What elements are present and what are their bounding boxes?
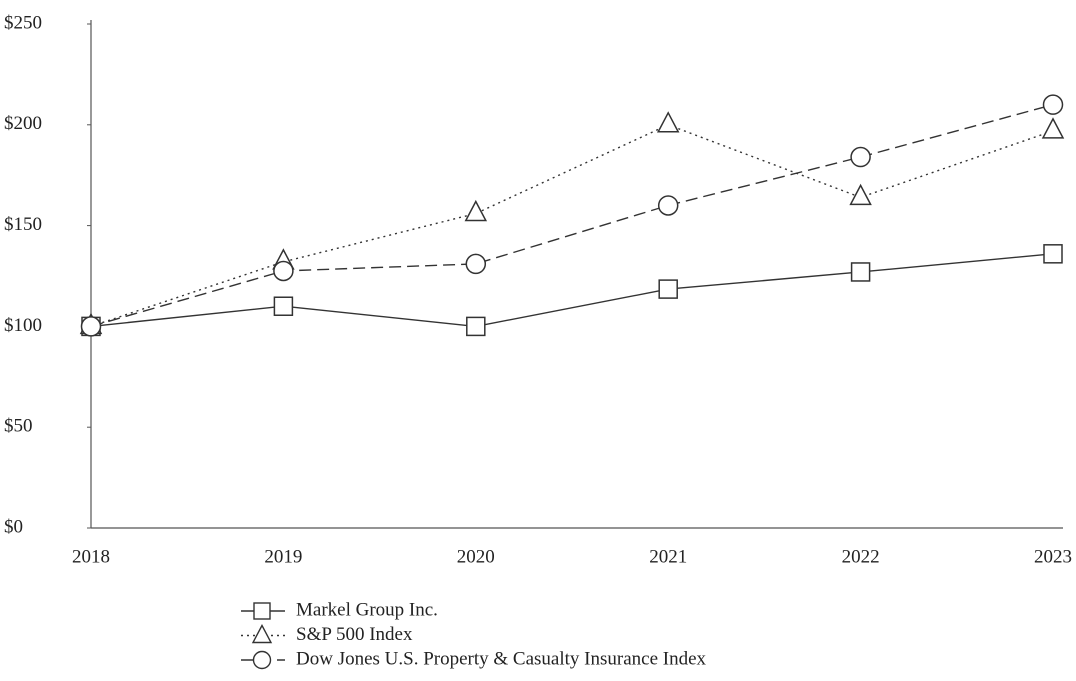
legend-marker — [251, 624, 273, 644]
series-line — [90, 103, 1054, 328]
y-tick-label: $250 — [4, 12, 42, 33]
x-tick-label: 2023 — [1034, 546, 1072, 567]
y-tick-label: $0 — [4, 516, 23, 537]
series-line — [90, 253, 1054, 328]
data-point — [465, 253, 487, 275]
legend-label: Markel Group Inc. — [296, 599, 438, 620]
y-tick-label: $200 — [4, 113, 42, 134]
x-tick-label: 2022 — [842, 546, 880, 567]
data-point — [273, 296, 294, 316]
y-tick-label: $150 — [4, 214, 42, 235]
series-line — [90, 124, 1054, 328]
x-tick-label: 2018 — [72, 546, 110, 567]
data-point — [1043, 244, 1063, 264]
data-point — [464, 199, 488, 222]
data-point — [466, 316, 486, 337]
data-point — [850, 146, 871, 168]
data-point — [273, 260, 294, 282]
data-point — [657, 195, 679, 216]
x-tick-label: 2021 — [649, 546, 687, 567]
x-tick-label: 2019 — [264, 546, 302, 567]
y-tick-label: $100 — [4, 315, 42, 336]
data-point — [850, 262, 871, 282]
legend-label: Dow Jones U.S. Property & Casualty Insur… — [296, 648, 707, 669]
data-point — [1042, 94, 1064, 115]
legend-marker — [253, 602, 271, 620]
data-point — [656, 111, 680, 133]
legend-marker — [252, 650, 272, 670]
data-point — [80, 316, 102, 337]
y-tick-label: $50 — [4, 416, 33, 437]
data-point — [658, 279, 678, 299]
data-point — [849, 183, 872, 206]
data-point — [1041, 117, 1065, 139]
x-tick-label: 2020 — [457, 546, 495, 567]
legend-label: S&P 500 Index — [296, 624, 413, 645]
